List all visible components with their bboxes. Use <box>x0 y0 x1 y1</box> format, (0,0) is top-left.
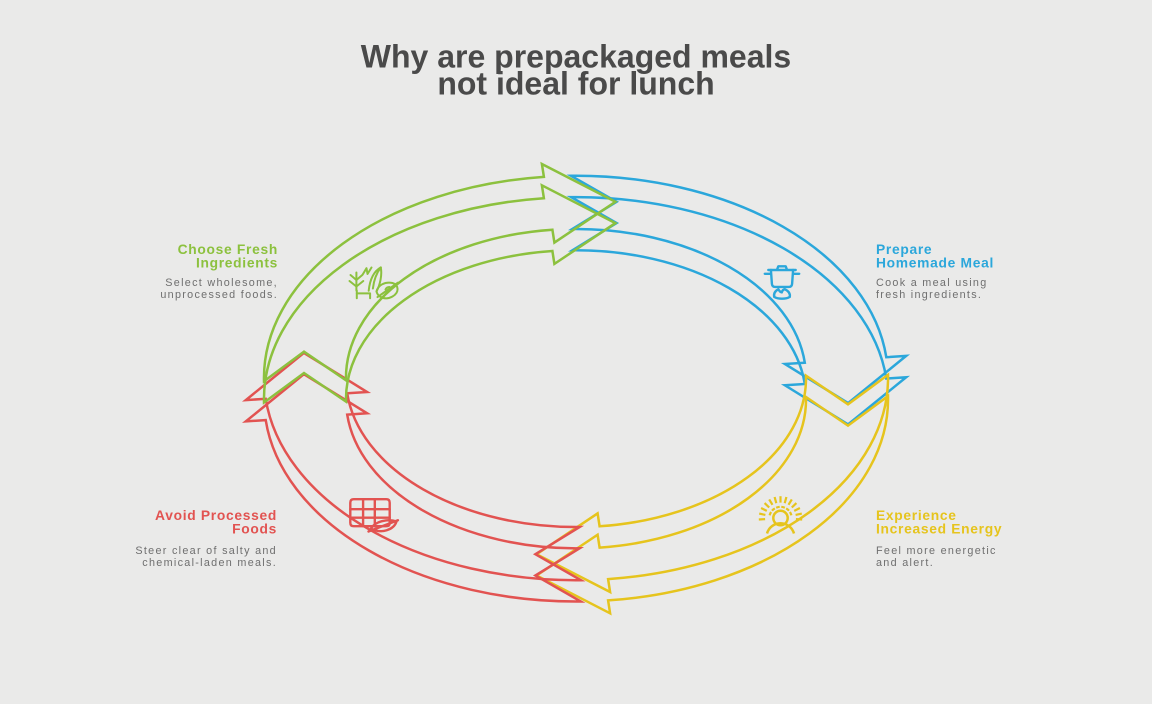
svg-text:not ideal for lunch: not ideal for lunch <box>437 66 714 102</box>
svg-text:Experience: Experience <box>876 508 957 523</box>
svg-text:Increased Energy: Increased Energy <box>876 522 1002 537</box>
svg-text:Why are prepackaged meals: Why are prepackaged meals <box>361 39 791 75</box>
svg-text:fresh ingredients.: fresh ingredients. <box>876 289 982 301</box>
svg-text:Avoid Processed: Avoid Processed <box>155 508 277 523</box>
svg-text:Ingredients: Ingredients <box>196 256 278 271</box>
svg-text:Cook a meal using: Cook a meal using <box>876 277 988 289</box>
svg-text:Prepare: Prepare <box>876 242 932 257</box>
svg-text:Select wholesome,: Select wholesome, <box>165 277 278 289</box>
svg-text:Choose Fresh: Choose Fresh <box>178 242 278 257</box>
svg-text:Feel more energetic: Feel more energetic <box>876 545 997 557</box>
svg-text:and alert.: and alert. <box>876 557 934 569</box>
svg-text:chemical-laden meals.: chemical-laden meals. <box>142 557 277 569</box>
svg-text:Foods: Foods <box>232 522 277 537</box>
svg-text:Steer clear of salty and: Steer clear of salty and <box>135 545 277 557</box>
svg-text:Homemade Meal: Homemade Meal <box>876 256 994 271</box>
svg-text:unprocessed foods.: unprocessed foods. <box>160 289 278 301</box>
